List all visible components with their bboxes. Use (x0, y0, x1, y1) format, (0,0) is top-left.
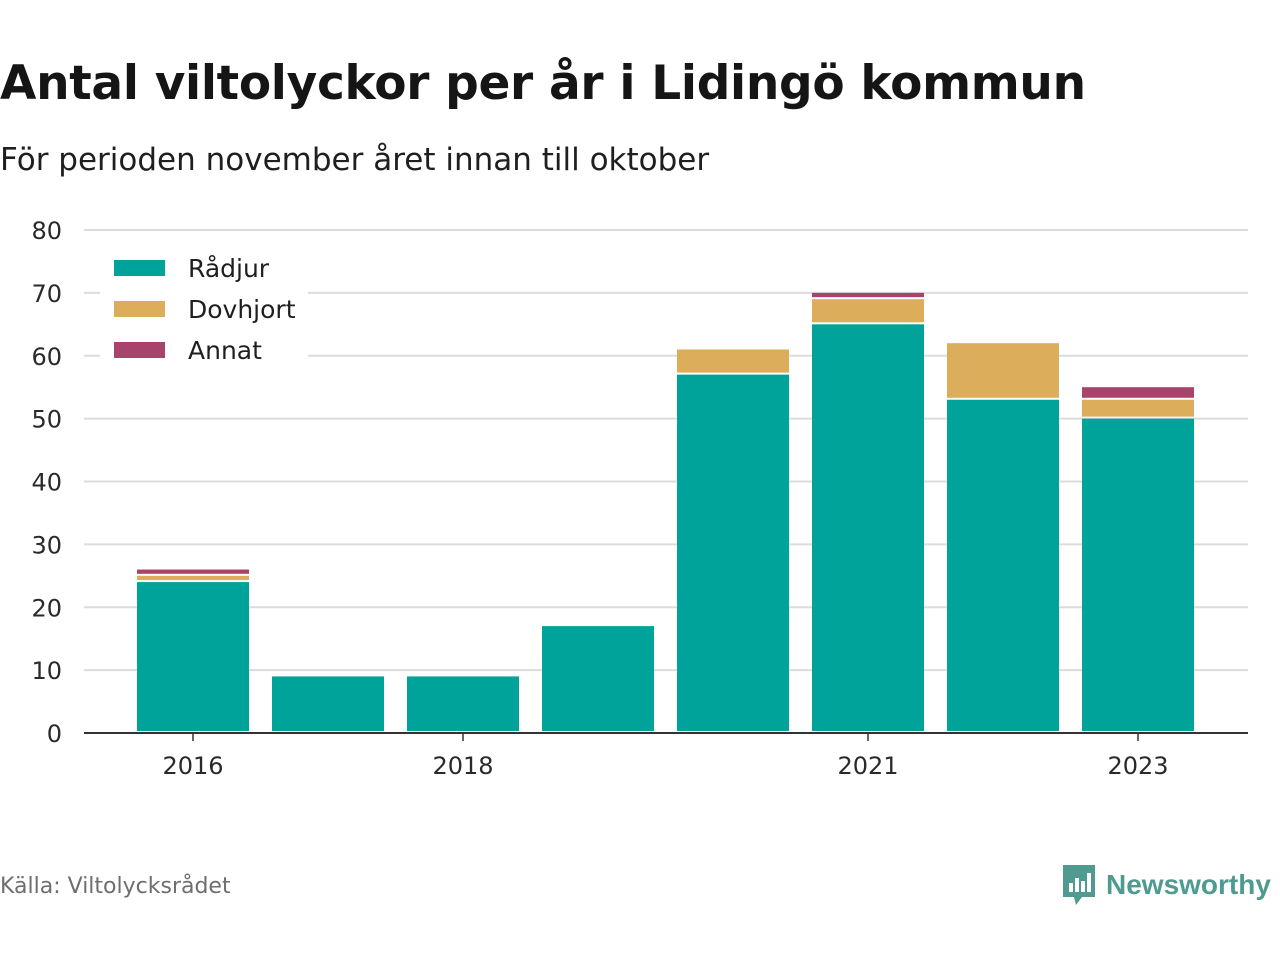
legend-label: Rådjur (188, 254, 270, 283)
bar-segment (137, 582, 249, 731)
y-tick-label: 0 (47, 720, 62, 748)
x-tick-label: 2016 (162, 752, 223, 780)
bar-segment (1082, 418, 1194, 731)
bar-segment (1082, 399, 1194, 417)
x-tick-label: 2023 (1107, 752, 1168, 780)
bar-segment (947, 343, 1059, 398)
bar-segment (812, 299, 924, 323)
y-tick-label: 10 (31, 657, 62, 685)
bar-segment (137, 569, 249, 574)
bar-segment (947, 399, 1059, 731)
chart-title: Antal viltolyckor per år i Lidingö kommu… (0, 56, 1086, 111)
y-tick-label: 70 (31, 280, 62, 308)
bar-segment (677, 349, 789, 373)
legend-swatch (114, 301, 165, 317)
legend-swatch (114, 260, 165, 276)
bar-segment (272, 676, 384, 731)
legend-swatch (114, 342, 165, 358)
brand-name: Newsworthy (1106, 869, 1271, 900)
chart-subtitle: För perioden november året innan till ok… (0, 142, 710, 178)
y-tick-label: 60 (31, 343, 62, 371)
bar-segment (542, 626, 654, 731)
bar-segment (1082, 387, 1194, 398)
bar-segment (407, 676, 519, 731)
legend-label: Annat (188, 336, 262, 365)
y-tick-label: 40 (31, 469, 62, 497)
bar-segment (137, 575, 249, 581)
x-tick-label: 2018 (432, 752, 493, 780)
bar-chart-speech-bubble-icon (1063, 865, 1095, 905)
bar-segment (677, 374, 789, 731)
bar-segment (812, 292, 924, 298)
source-note: Källa: Viltolycksrådet (0, 874, 231, 899)
y-tick-label: 80 (31, 217, 62, 245)
brand-logo: Newsworthy (1060, 862, 1271, 908)
x-tick-label: 2021 (837, 752, 898, 780)
y-tick-label: 30 (31, 531, 62, 559)
bar-segment (812, 324, 924, 731)
legend-label: Dovhjort (188, 295, 296, 324)
y-tick-label: 20 (31, 594, 62, 622)
y-tick-label: 50 (31, 406, 62, 434)
